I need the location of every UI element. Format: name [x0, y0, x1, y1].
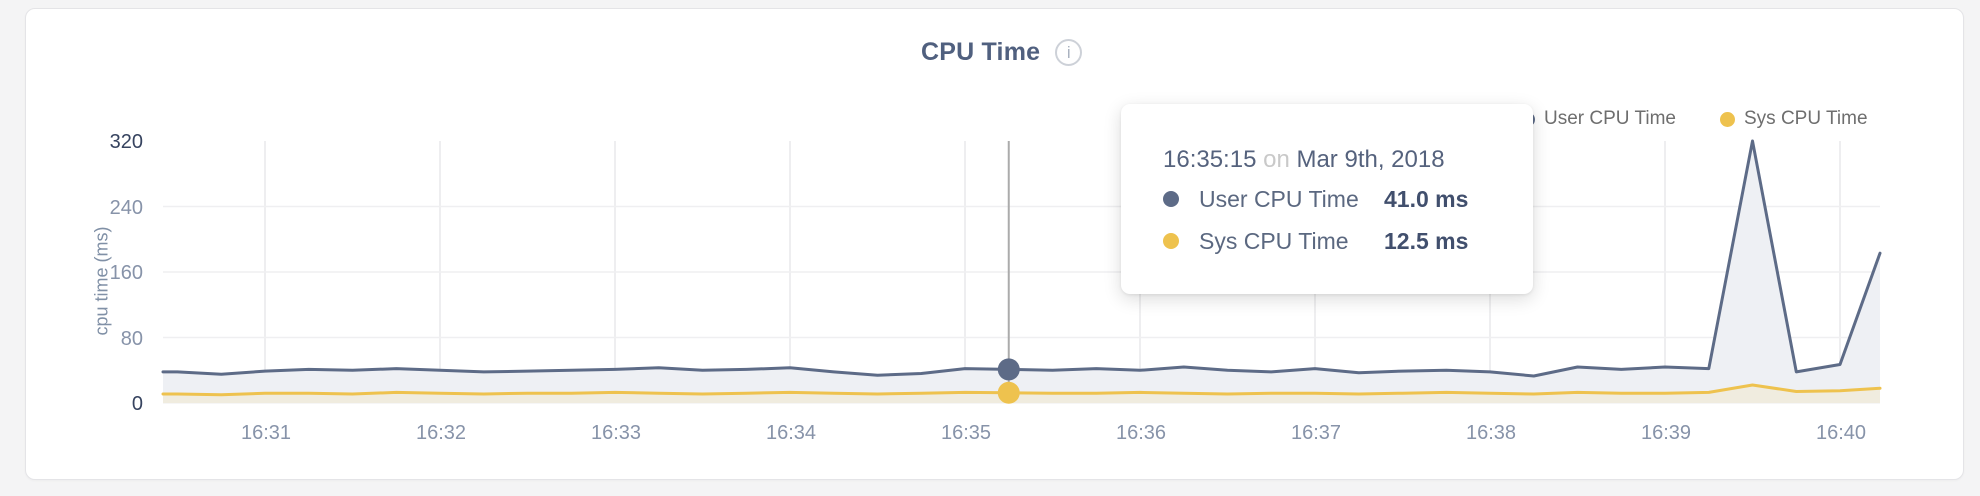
x-tick-label: 16:33	[590, 422, 642, 444]
x-tick-label: 16:38	[1465, 422, 1517, 444]
legend-item-user-cpu-time[interactable]: User CPU Time	[1520, 108, 1676, 130]
x-tick-label: 16:31	[240, 422, 292, 444]
tooltip-header: 16:35:15 on Mar 9th, 2018	[1163, 146, 1533, 174]
y-tick-label: 160	[109, 262, 143, 284]
active-point-sys	[997, 381, 1020, 404]
info-icon[interactable]: i	[1055, 39, 1083, 66]
legend-dot-sys-icon	[1720, 111, 1735, 127]
tooltip-value-sys: 12.5 ms	[1384, 227, 1469, 254]
x-tick-label: 16:40	[1815, 422, 1867, 444]
chart-title: CPU Time	[921, 38, 1041, 66]
tooltip-label-user: User CPU Time	[1199, 185, 1359, 212]
tooltip-row-user: User CPU Time 41.0 ms	[1163, 182, 1533, 216]
tooltip-row-sys: Sys CPU Time 12.5 ms	[1163, 224, 1533, 258]
series-line-user	[161, 139, 1882, 378]
x-tick-label: 16:37	[1290, 422, 1342, 444]
y-tick-label: 0	[131, 393, 143, 415]
x-tick-label: 16:35	[940, 422, 992, 444]
active-point-user	[997, 358, 1020, 381]
y-tick-label: 320	[109, 131, 143, 153]
x-tick-label: 16:34	[765, 422, 817, 444]
legend-label-sys: Sys CPU Time	[1744, 108, 1868, 129]
x-tick-label: 16:39	[1640, 422, 1692, 444]
tooltip-date: Mar 9th, 2018	[1296, 146, 1445, 173]
tooltip-dot-sys-icon	[1163, 233, 1179, 249]
tooltip-dot-user-icon	[1163, 191, 1179, 207]
legend-label-user: User CPU Time	[1544, 108, 1676, 129]
tooltip-time: 16:35:15	[1163, 146, 1257, 173]
tooltip-separator: on	[1263, 146, 1290, 173]
hover-tooltip: 16:35:15 on Mar 9th, 2018 User CPU Time …	[1121, 104, 1533, 294]
tooltip-value-user: 41.0 ms	[1384, 185, 1469, 212]
series-area-user	[163, 141, 1880, 403]
x-tick-label: 16:32	[415, 422, 467, 444]
x-tick-label: 16:36	[1115, 422, 1167, 444]
legend-item-sys-cpu-time[interactable]: Sys CPU Time	[1720, 108, 1868, 130]
card-header: CPU Time i	[921, 38, 1083, 67]
y-tick-label: 240	[109, 196, 143, 219]
y-tick-label: 80	[120, 327, 143, 350]
tooltip-label-sys: Sys CPU Time	[1199, 227, 1349, 254]
